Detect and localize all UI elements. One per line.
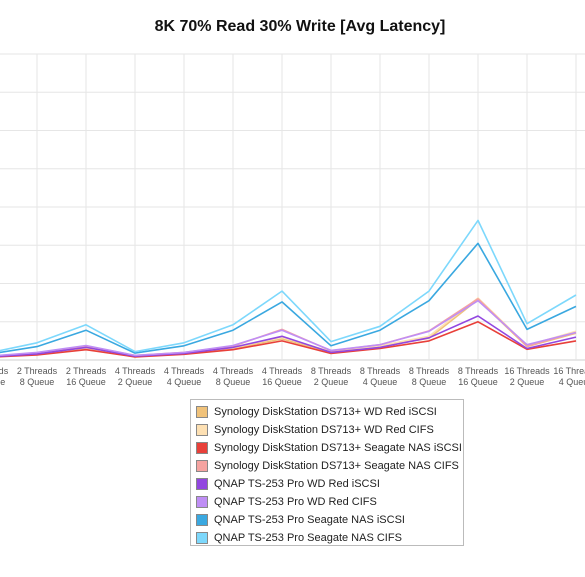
x-tick-label: 16 Threads xyxy=(553,366,585,376)
x-tick-label: 2 Threads xyxy=(17,366,58,376)
legend-label: Synology DiskStation DS713+ WD Red CIFS xyxy=(214,424,434,436)
legend-swatch xyxy=(196,460,208,472)
x-tick-label: 2 Threads xyxy=(0,366,9,376)
x-tick-label: 8 Queue xyxy=(412,377,447,387)
legend-label: Synology DiskStation DS713+ Seagate NAS … xyxy=(214,460,459,472)
legend-swatch xyxy=(196,406,208,418)
x-tick-label: 16 Threads xyxy=(504,366,550,376)
legend-swatch xyxy=(196,532,208,544)
x-tick-label: 4 Threads xyxy=(164,366,205,376)
x-tick-label: 16 Queue xyxy=(66,377,106,387)
x-tick-label: 8 Threads xyxy=(409,366,450,376)
x-tick-label: 2 Queue xyxy=(314,377,349,387)
x-tick-label: 4 Threads xyxy=(262,366,303,376)
legend-label: QNAP TS-253 Pro WD Red CIFS xyxy=(214,496,377,508)
x-tick-label: 4 Threads xyxy=(115,366,156,376)
grid-lines xyxy=(0,53,585,361)
legend: Synology DiskStation DS713+ WD Red iSCSI… xyxy=(190,399,464,546)
series-line-6 xyxy=(0,299,577,357)
legend-item: QNAP TS-253 Pro Seagate NAS CIFS xyxy=(196,529,463,547)
legend-item: QNAP TS-253 Pro WD Red iSCSI xyxy=(196,475,463,493)
series-line-7 xyxy=(0,242,577,354)
legend-item: Synology DiskStation DS713+ Seagate NAS … xyxy=(196,439,463,457)
legend-label: QNAP TS-253 Pro Seagate NAS CIFS xyxy=(214,532,402,544)
x-tick-label: 4 Threads xyxy=(213,366,254,376)
series-line-5 xyxy=(0,315,577,358)
x-tick-label: 16 Queue xyxy=(262,377,302,387)
legend-swatch xyxy=(196,496,208,508)
x-tick-label: 8 Queue xyxy=(216,377,251,387)
x-tick-label: 8 Queue xyxy=(20,377,55,387)
x-tick-label: 8 Threads xyxy=(311,366,352,376)
x-tick-label: 2 Queue xyxy=(510,377,545,387)
legend-item: QNAP TS-253 Pro Seagate NAS iSCSI xyxy=(196,511,463,529)
series-line-3 xyxy=(0,320,577,358)
legend-label: QNAP TS-253 Pro WD Red iSCSI xyxy=(214,478,380,490)
x-tick-label: 1 Queue xyxy=(0,377,5,387)
x-tick-label: 8 Threads xyxy=(360,366,401,376)
x-tick-label: 2 Queue xyxy=(118,377,153,387)
legend-label: Synology DiskStation DS713+ Seagate NAS … xyxy=(214,442,462,454)
x-tick-label: 2 Threads xyxy=(66,366,107,376)
legend-swatch xyxy=(196,478,208,490)
series-line-8 xyxy=(0,219,577,353)
x-tick-label: 8 Threads xyxy=(458,366,499,376)
chart-title: 8K 70% Read 30% Write [Avg Latency] xyxy=(154,18,446,35)
legend-item: Synology DiskStation DS713+ WD Red CIFS xyxy=(196,421,463,439)
x-tick-label: 4 Queue xyxy=(363,377,398,387)
x-tick-label: 4 Queue xyxy=(167,377,202,387)
series-lines xyxy=(0,219,577,358)
legend-item: QNAP TS-253 Pro WD Red CIFS xyxy=(196,493,463,511)
x-tick-label: 4 Queue xyxy=(559,377,585,387)
legend-label: QNAP TS-253 Pro Seagate NAS iSCSI xyxy=(214,514,405,526)
legend-swatch xyxy=(196,514,208,526)
x-tick-label: 16 Queue xyxy=(458,377,498,387)
legend-item: Synology DiskStation DS713+ Seagate NAS … xyxy=(196,457,463,475)
legend-swatch xyxy=(196,424,208,436)
legend-item: Synology DiskStation DS713+ WD Red iSCSI xyxy=(196,403,463,421)
legend-label: Synology DiskStation DS713+ WD Red iSCSI xyxy=(214,406,437,418)
legend-swatch xyxy=(196,442,208,454)
